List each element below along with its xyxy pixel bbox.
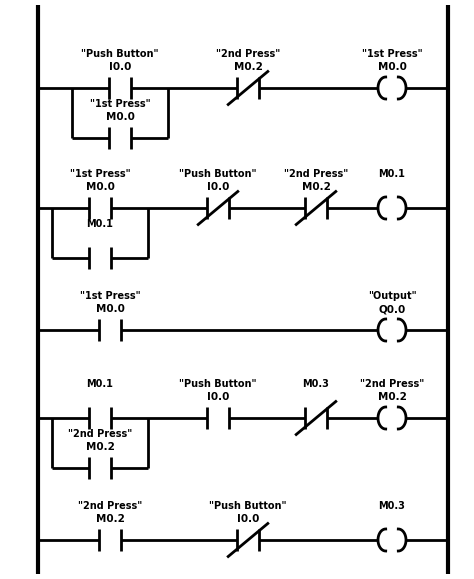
Text: M0.0: M0.0 bbox=[86, 182, 114, 192]
Text: I0.0: I0.0 bbox=[237, 514, 259, 524]
Text: M0.1: M0.1 bbox=[87, 219, 113, 229]
Text: M0.1: M0.1 bbox=[87, 379, 113, 389]
Text: "1st Press": "1st Press" bbox=[80, 291, 140, 301]
Text: M0.0: M0.0 bbox=[378, 62, 406, 72]
Text: I0.0: I0.0 bbox=[207, 182, 229, 192]
Text: M0.0: M0.0 bbox=[96, 304, 125, 314]
Text: "Push Button": "Push Button" bbox=[179, 379, 257, 389]
Text: I0.0: I0.0 bbox=[109, 62, 131, 72]
Text: "2nd Press": "2nd Press" bbox=[216, 49, 280, 59]
Text: "2nd Press": "2nd Press" bbox=[68, 429, 132, 439]
Text: M0.3: M0.3 bbox=[379, 501, 405, 511]
Text: M0.2: M0.2 bbox=[234, 62, 263, 72]
Text: "1st Press": "1st Press" bbox=[70, 169, 130, 179]
Text: I0.0: I0.0 bbox=[207, 392, 229, 402]
Text: "2nd Press": "2nd Press" bbox=[360, 379, 424, 389]
Text: "1st Press": "1st Press" bbox=[90, 99, 150, 109]
Text: "Push Button": "Push Button" bbox=[179, 169, 257, 179]
Text: "Push Button": "Push Button" bbox=[209, 501, 287, 511]
Text: M0.0: M0.0 bbox=[106, 112, 135, 122]
Text: M0.3: M0.3 bbox=[302, 379, 329, 389]
Text: M0.1: M0.1 bbox=[379, 169, 405, 179]
Text: "2nd Press": "2nd Press" bbox=[284, 169, 348, 179]
Text: M0.2: M0.2 bbox=[96, 514, 125, 524]
Text: M0.2: M0.2 bbox=[378, 392, 406, 402]
Text: "2nd Press": "2nd Press" bbox=[78, 501, 142, 511]
Text: Q0.0: Q0.0 bbox=[378, 304, 406, 314]
Text: "1st Press": "1st Press" bbox=[362, 49, 422, 59]
Text: "Output": "Output" bbox=[368, 291, 416, 301]
Text: M0.2: M0.2 bbox=[301, 182, 330, 192]
Text: M0.2: M0.2 bbox=[86, 442, 114, 452]
Text: "Push Button": "Push Button" bbox=[81, 49, 159, 59]
